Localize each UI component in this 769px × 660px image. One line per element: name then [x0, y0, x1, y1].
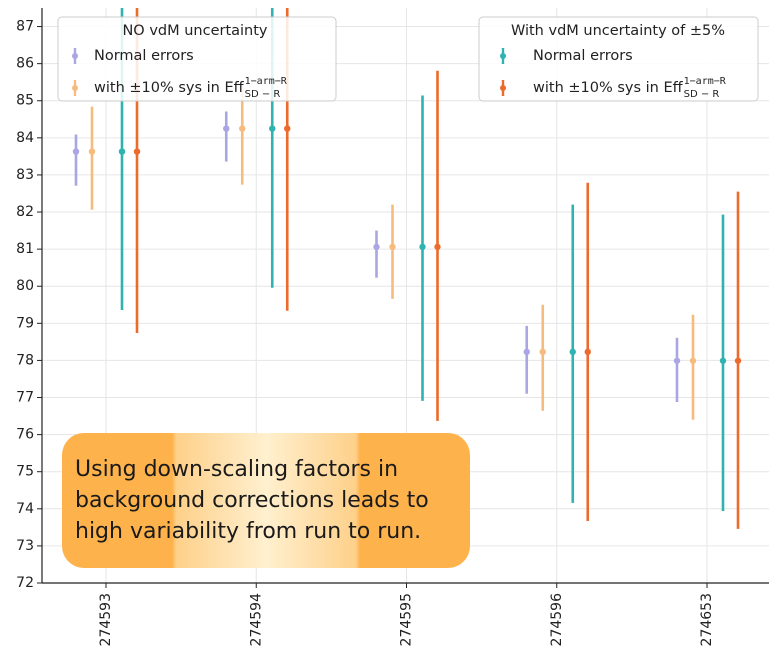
annotation-box [62, 433, 470, 568]
legend-box [478, 16, 759, 102]
legend-label: Normal errors [533, 48, 633, 64]
y-tick-label: 86 [16, 56, 34, 72]
y-tick-label: 83 [16, 167, 34, 183]
legend-title: NO vdM uncertainty [122, 23, 267, 39]
legend-label: with ±10% sys in Eff [533, 80, 684, 96]
point [88, 148, 96, 155]
legend-label: Normal errors [94, 48, 194, 64]
y-tick-label: 85 [16, 93, 34, 109]
point [118, 148, 126, 155]
y-tick-label: 72 [16, 575, 34, 591]
legend-marker [72, 53, 78, 59]
x-tick-label: 274594 [248, 593, 264, 647]
x-tick-label: 274593 [98, 593, 114, 646]
point [269, 125, 276, 132]
point [419, 243, 426, 251]
y-tick-label: 82 [16, 204, 34, 220]
point [584, 348, 591, 356]
point [72, 148, 80, 155]
point [133, 148, 141, 155]
y-tick-label: 80 [16, 278, 34, 294]
legend-marker [72, 85, 78, 91]
y-tick-label: 76 [16, 427, 34, 443]
y-tick-label: 79 [16, 315, 34, 331]
y-tick-label: 74 [16, 501, 34, 517]
x-tick-label: 274596 [549, 593, 565, 647]
x-tick-label: 274653 [699, 593, 715, 646]
point [734, 357, 742, 364]
point [673, 357, 681, 364]
point [284, 125, 291, 132]
point [223, 125, 230, 132]
point [239, 125, 246, 132]
point [434, 243, 441, 251]
legend-box [57, 16, 337, 102]
legend-title: With vdM uncertainty of ±5% [511, 23, 725, 39]
annotation-line: Using down-scaling factors in [75, 457, 398, 482]
point [389, 243, 396, 251]
y-tick-label: 75 [16, 464, 34, 480]
y-tick-label: 81 [16, 241, 34, 257]
legend-sup: 1−arm−R [245, 76, 288, 87]
y-tick-label: 84 [16, 130, 34, 146]
point [539, 348, 546, 356]
legend-label: with ±10% sys in Eff [94, 80, 245, 96]
legend-sub: SD − R [684, 89, 720, 100]
annotation-line: background corrections leads to [75, 488, 429, 513]
legend-sup: 1−arm−R [684, 76, 727, 87]
y-tick-label: 73 [16, 538, 34, 554]
point [569, 348, 576, 356]
point [373, 243, 380, 251]
y-tick-label: 77 [16, 390, 34, 406]
x-tick-label: 274595 [399, 593, 415, 646]
legend-sub: SD − R [245, 89, 281, 100]
legend-marker [500, 53, 506, 59]
point [689, 357, 697, 364]
annotation-line: high variability from run to run. [75, 519, 421, 544]
point [719, 357, 727, 364]
point [523, 348, 530, 356]
y-tick-label: 87 [16, 19, 34, 35]
legend-marker [500, 85, 506, 91]
y-tick-label: 78 [16, 352, 34, 368]
